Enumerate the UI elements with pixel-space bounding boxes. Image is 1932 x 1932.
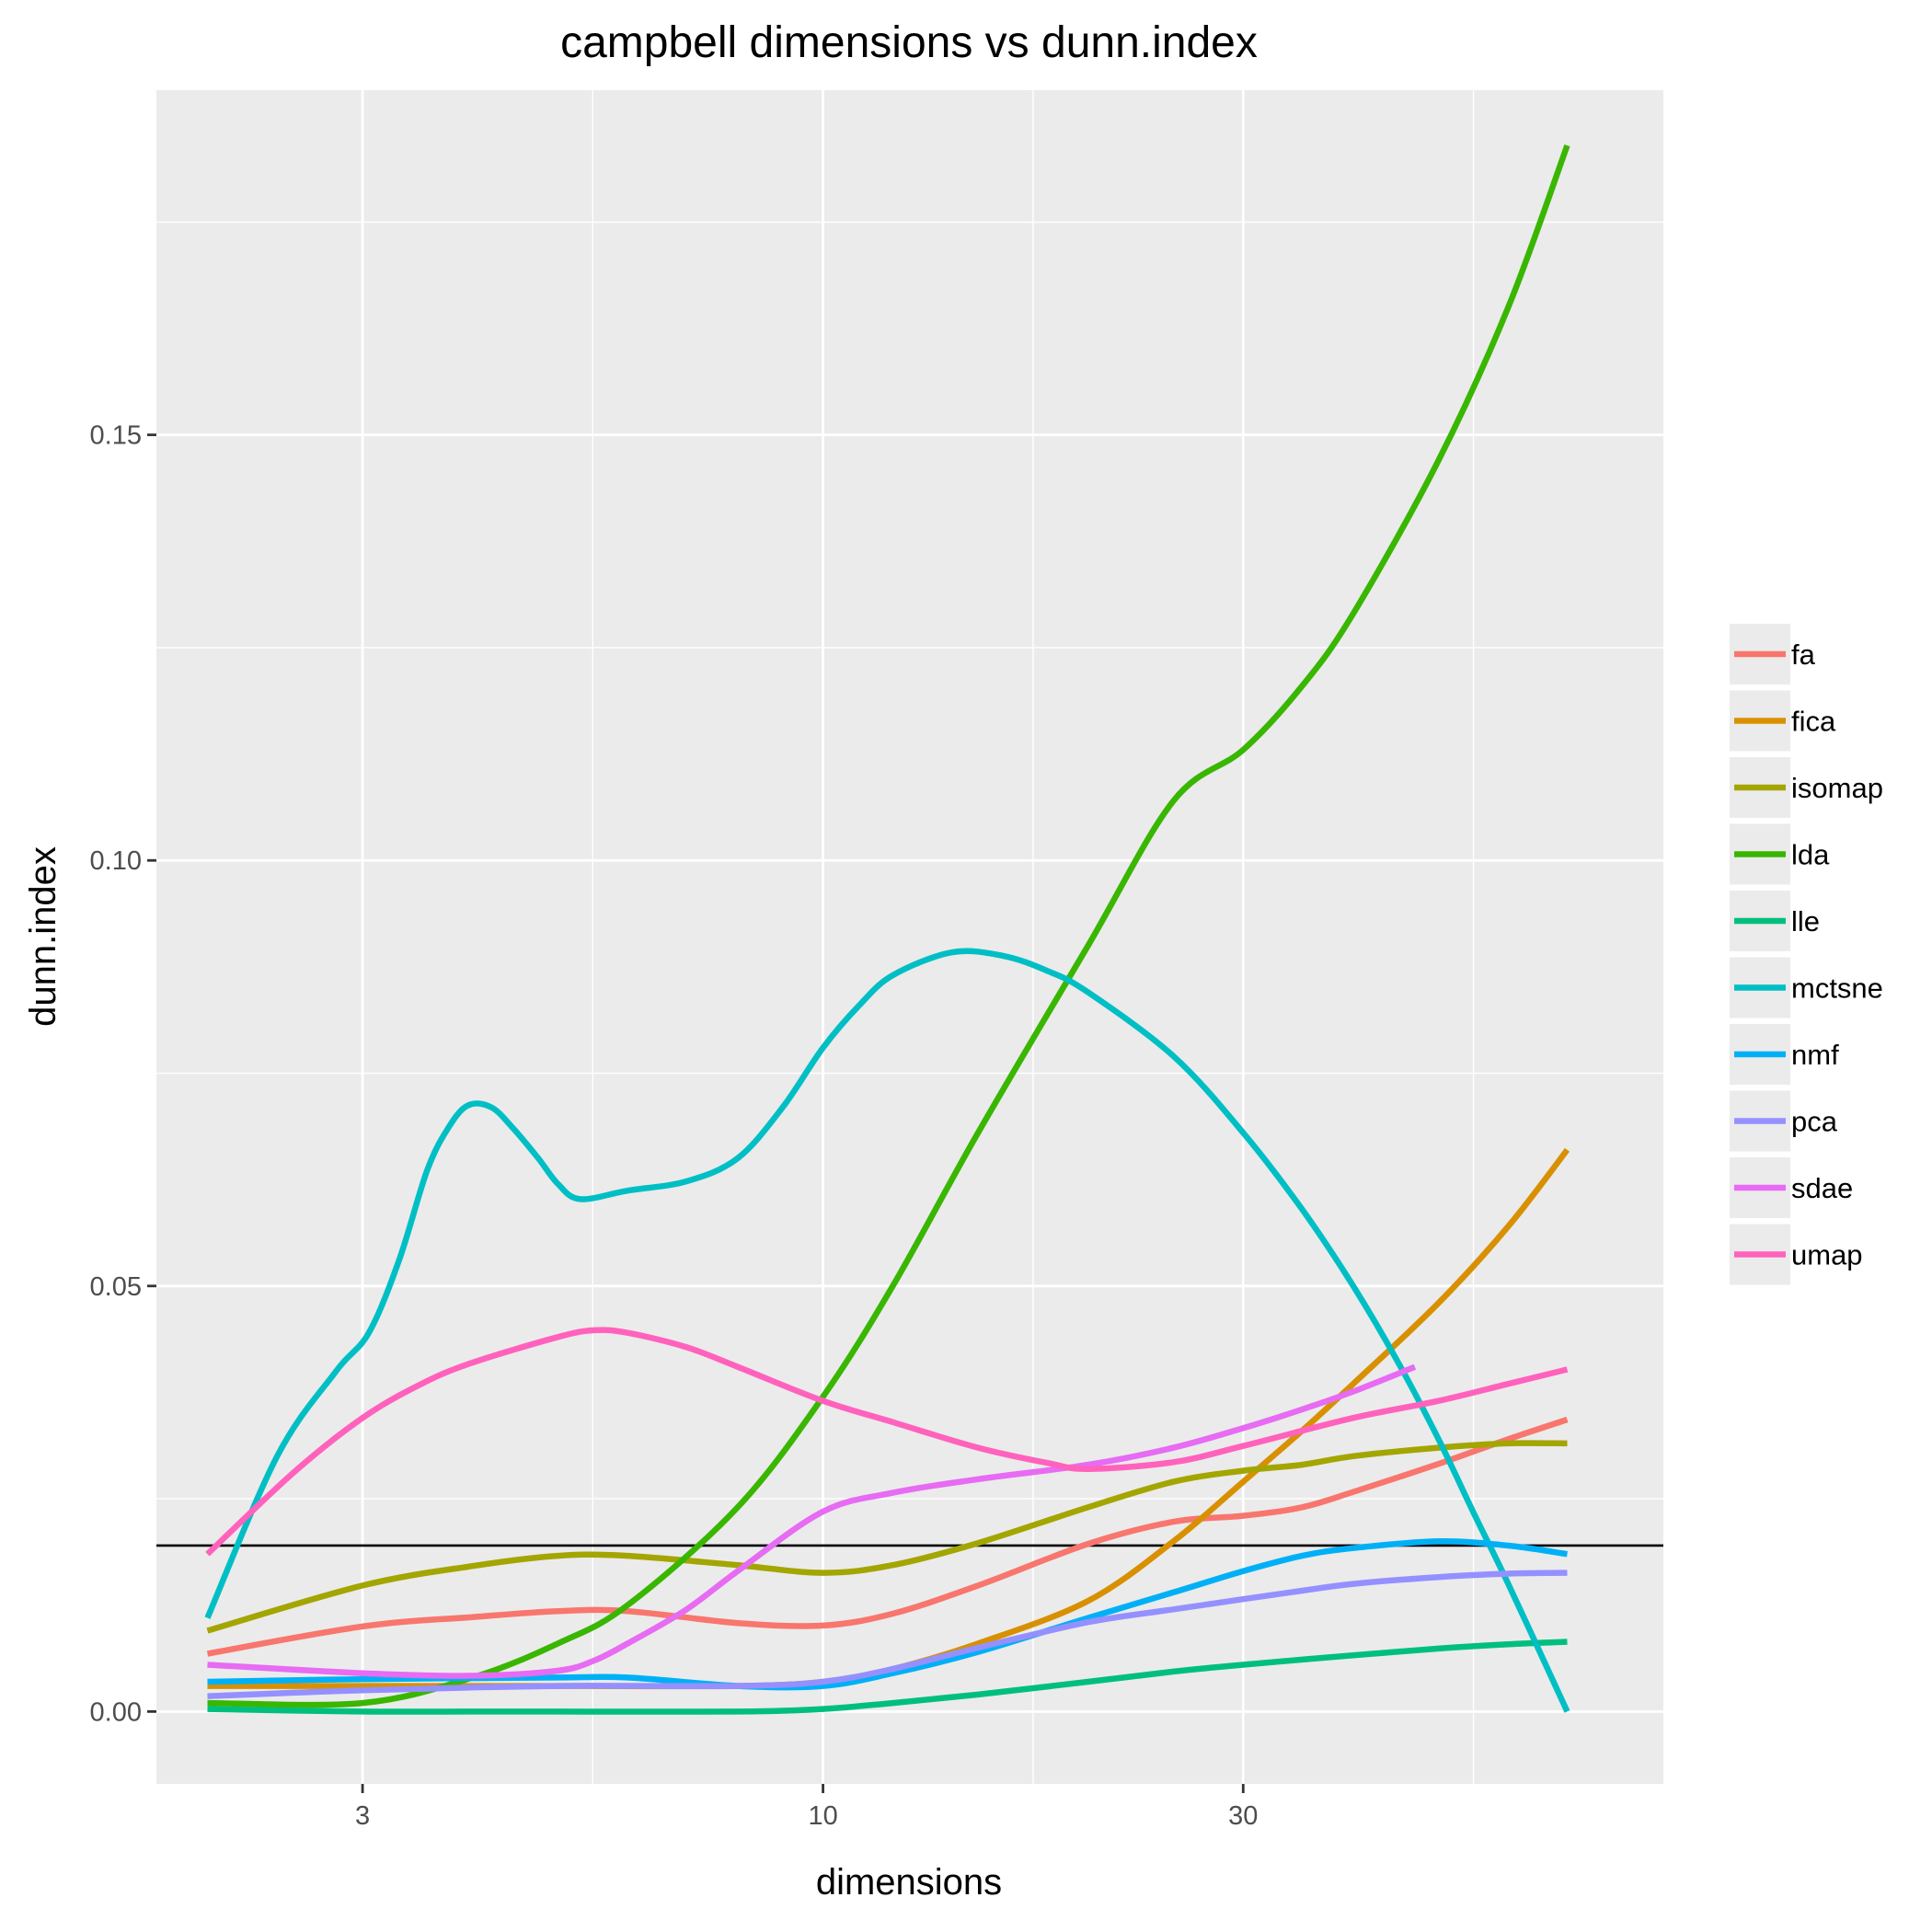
legend-item-lle: lle — [1728, 889, 1820, 953]
legend-item-fica: fica — [1728, 688, 1836, 753]
chart-title: campbell dimensions vs dunn.index — [560, 18, 1258, 67]
series-line-mctsne — [204, 948, 1570, 1713]
y-axis-title: dunn.index — [23, 846, 63, 1027]
series-line-pca — [207, 1570, 1568, 1699]
x-axis-title: dimensions — [816, 1862, 1002, 1903]
y-tick-label: 0.05 — [90, 1272, 142, 1302]
axis-ticks: 0.00 0.05 0.10 0.15 3 10 30 — [90, 421, 1259, 1831]
x-tick-label: 10 — [808, 1801, 837, 1831]
plot-panel — [156, 90, 1663, 1784]
legend-label: isomap — [1791, 772, 1883, 804]
legend-label: fica — [1791, 706, 1836, 738]
legend-label: nmf — [1791, 1039, 1839, 1071]
series-line-fa — [206, 1416, 1569, 1657]
legend-item-nmf: nmf — [1728, 1022, 1839, 1087]
series-line-umap — [205, 1327, 1569, 1557]
y-tick-label: 0.00 — [90, 1697, 142, 1727]
series-line-sdae — [207, 1363, 1417, 1679]
legend: fa fica isomap lda lle mctsne nmf pca sdae umap — [1728, 622, 1883, 1287]
y-tick-label: 0.10 — [90, 846, 142, 876]
legend-label: umap — [1791, 1239, 1863, 1271]
x-tick-label: 30 — [1228, 1801, 1258, 1831]
legend-item-fa: fa — [1728, 622, 1816, 686]
legend-label: fa — [1791, 638, 1816, 671]
legend-item-umap: umap — [1728, 1222, 1863, 1287]
legend-item-isomap: isomap — [1728, 755, 1883, 820]
legend-label: pca — [1791, 1106, 1838, 1138]
legend-item-mctsne: mctsne — [1728, 955, 1883, 1020]
legend-item-lda: lda — [1728, 822, 1830, 887]
series-line-lle — [207, 1639, 1568, 1715]
series-line-lda — [207, 144, 1570, 1708]
legend-item-pca: pca — [1728, 1088, 1838, 1154]
legend-item-sdae: sdae — [1728, 1156, 1853, 1220]
y-tick-label: 0.15 — [90, 421, 142, 451]
legend-label: lda — [1791, 839, 1830, 871]
legend-label: lle — [1791, 905, 1820, 937]
x-tick-label: 3 — [355, 1801, 370, 1831]
series-line-isomap — [206, 1440, 1568, 1634]
series-line-nmf — [207, 1538, 1568, 1691]
legend-label: mctsne — [1791, 972, 1883, 1005]
legend-label: sdae — [1791, 1172, 1853, 1204]
series-lines — [204, 144, 1570, 1715]
